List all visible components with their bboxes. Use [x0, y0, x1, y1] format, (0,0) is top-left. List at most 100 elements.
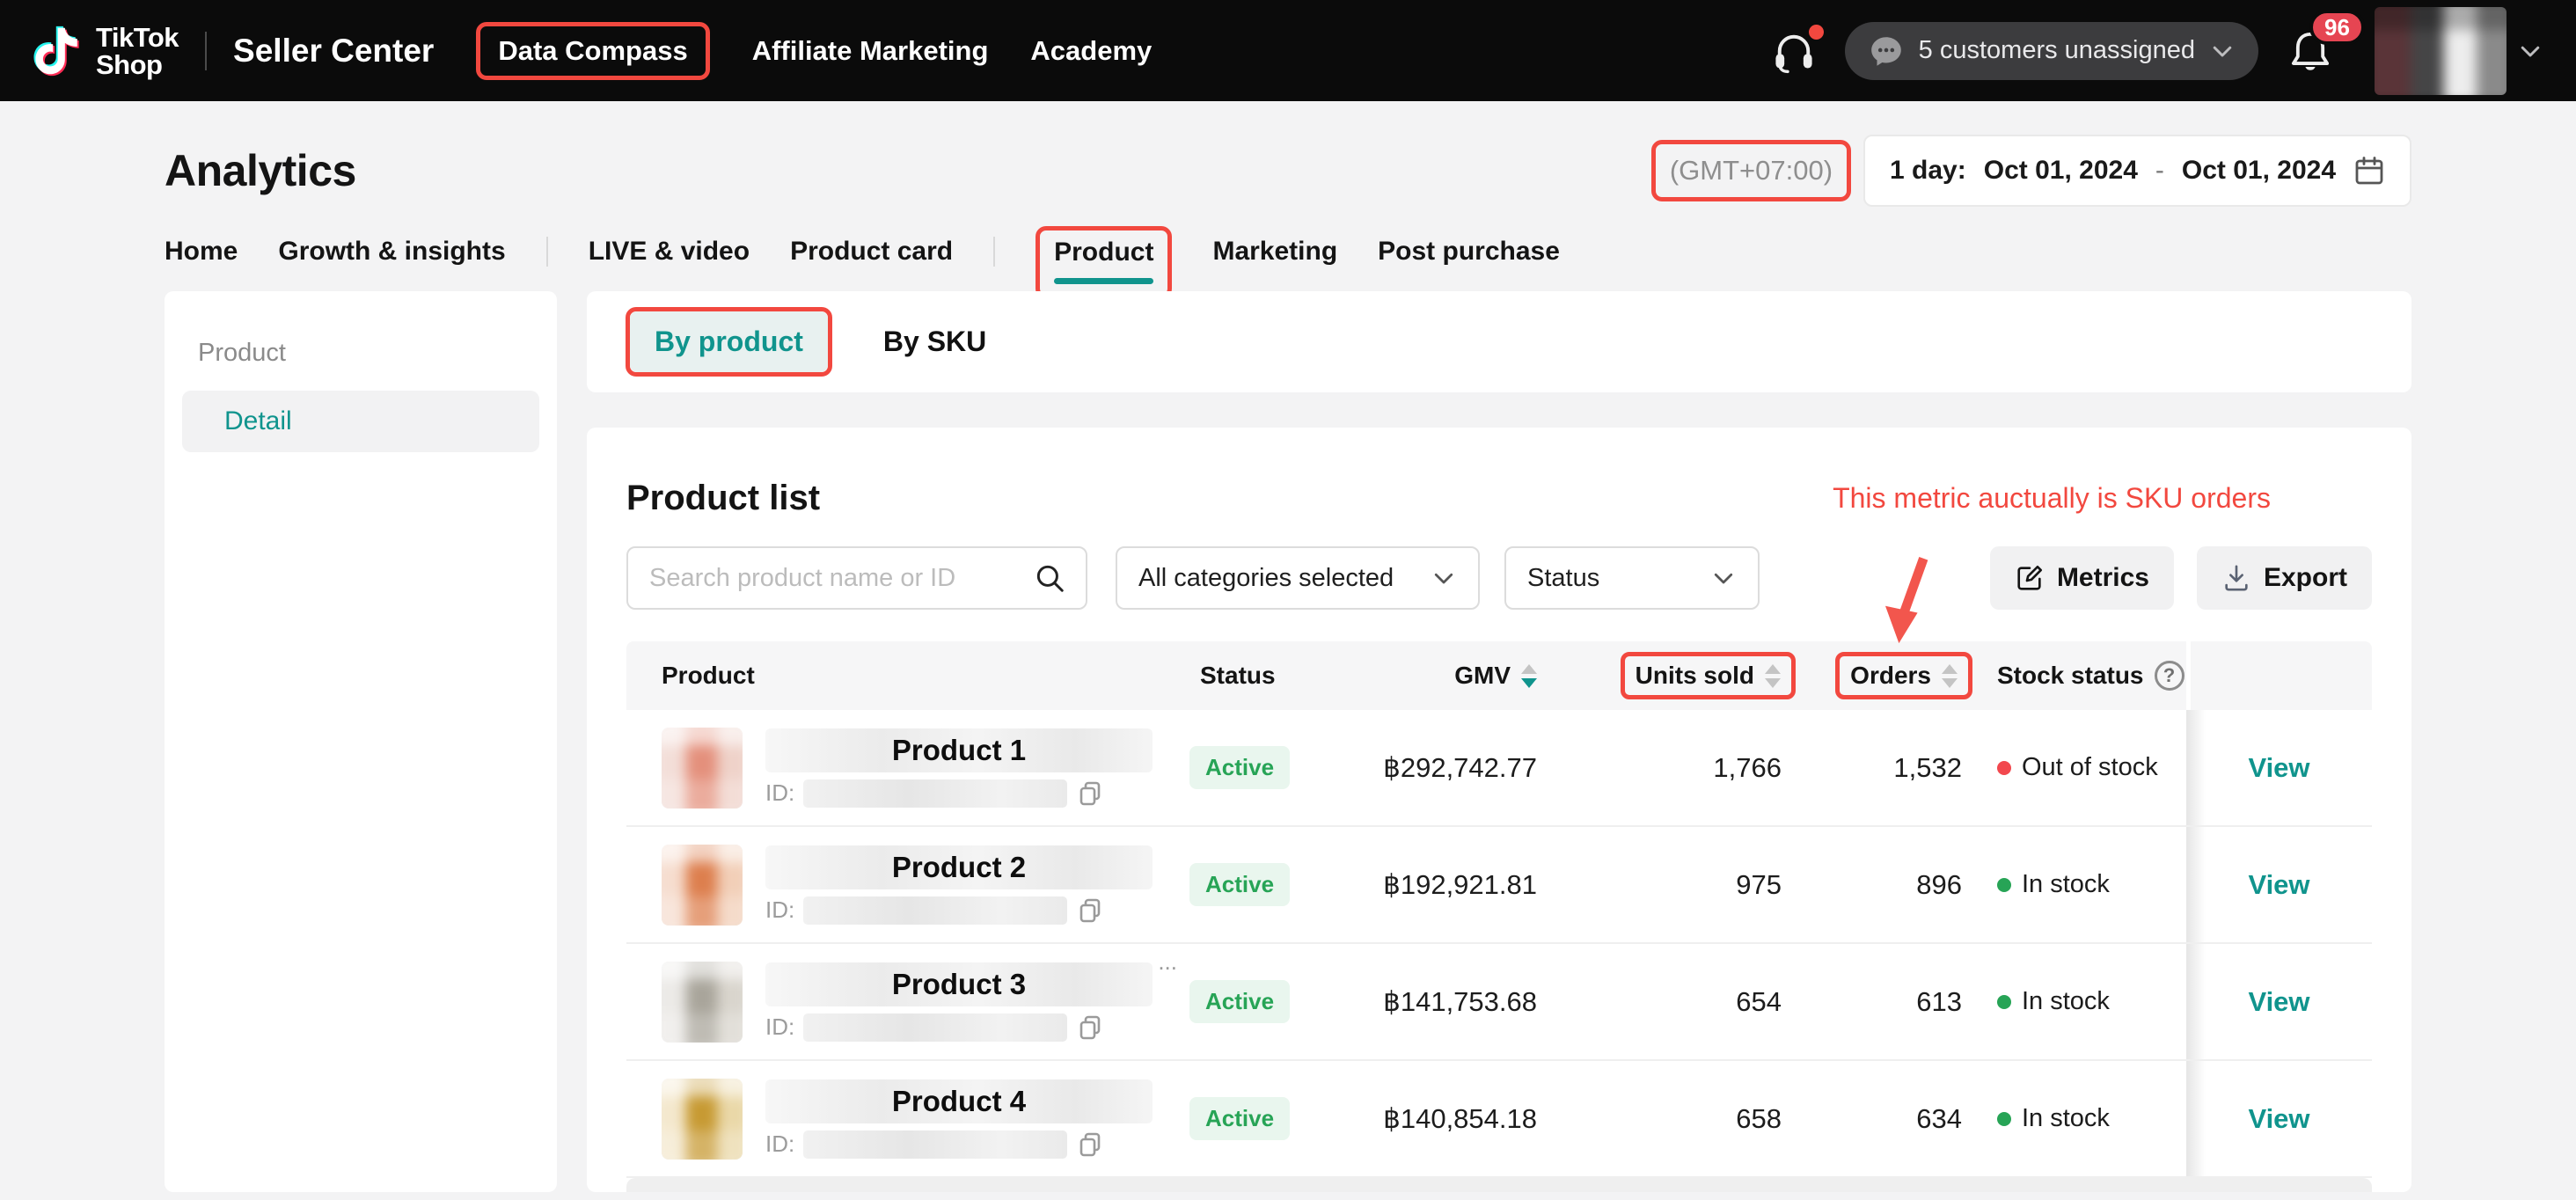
view-link[interactable]: View [2248, 868, 2310, 900]
chevron-down-icon [2517, 38, 2543, 64]
status-badge: Active [1189, 1097, 1291, 1140]
nav-item-academy[interactable]: Academy [1030, 34, 1153, 66]
product-name-blur: Product 1 [765, 728, 1153, 772]
tab-marketing[interactable]: Marketing [1212, 237, 1338, 266]
column-header-gmv[interactable]: GMV [1339, 662, 1537, 690]
account-menu[interactable] [2375, 6, 2543, 95]
search-icon[interactable] [1033, 561, 1066, 595]
page-title: Analytics [165, 146, 356, 195]
view-link[interactable]: View [2248, 1102, 2310, 1134]
product-list-header: Product list This metric auctually is SK… [626, 428, 2372, 518]
tab-annotation-box: Product [1036, 226, 1173, 299]
units-sold-value: 1,766 [1713, 751, 1782, 783]
tab-live-video[interactable]: LIVE & video [588, 237, 750, 266]
chevron-down-icon [2209, 38, 2236, 64]
by-product-annotation-box: By product [626, 307, 832, 377]
chat-bubble-icon [1868, 33, 1905, 70]
tab-home[interactable]: Home [165, 237, 238, 266]
units-sold-annotation-box: Units sold [1620, 652, 1796, 699]
stock-status-text: In stock [2022, 1104, 2110, 1132]
horizontal-scrollbar[interactable] [626, 1178, 2372, 1192]
table-row: Product 3 ... ID: Active ฿141,75 [626, 944, 2372, 1061]
logo-line1: TikTok [96, 21, 179, 53]
action-cell: View [2186, 710, 2372, 825]
status-cell: Active [1189, 980, 1339, 1023]
product-cell: Product 1 ID: [626, 727, 1189, 809]
tab-product-card[interactable]: Product card [790, 237, 954, 266]
date-range-label: 1 day: [1890, 156, 1966, 185]
notifications-bell[interactable]: 96 [2287, 9, 2365, 75]
help-question-icon[interactable]: ? [2154, 661, 2184, 691]
stock-dot [1997, 994, 2011, 1009]
metrics-button[interactable]: Metrics [1989, 546, 2174, 610]
export-button[interactable]: Export [2196, 546, 2372, 610]
tab-growth-insights[interactable]: Growth & insights [278, 237, 506, 266]
nav-item-data-compass[interactable]: Data Compass [498, 34, 688, 66]
orders-value: 634 [1916, 1102, 1962, 1134]
product-name-label: Product 3 [891, 967, 1027, 1000]
table-header-row: Product Status GMV Units sold [626, 641, 2372, 710]
stock-status-cell: In stock [1962, 870, 2186, 899]
table-row: Product 1 ID: Active ฿292,742.7 [626, 710, 2372, 827]
copy-id-icon[interactable] [1076, 896, 1104, 925]
nav-item-seller-center[interactable]: Seller Center [233, 32, 435, 69]
copy-id-icon[interactable] [1076, 1130, 1104, 1159]
status-cell: Active [1189, 1097, 1339, 1140]
table-row: Product 4 ID: Active ฿140,854.1 [626, 1061, 2372, 1178]
sidebar-section-label: Product [198, 339, 286, 367]
status-filter-select[interactable]: Status [1504, 546, 1760, 610]
stock-status-text: Out of stock [2022, 753, 2158, 781]
tiktok-shop-logo[interactable]: TikTok Shop [33, 23, 179, 79]
status-badge: Active [1189, 746, 1291, 789]
gmv-value: ฿192,921.81 [1383, 868, 1537, 900]
view-link[interactable]: View [2248, 751, 2310, 783]
copy-id-icon[interactable] [1076, 779, 1104, 808]
product-id-label: ID: [765, 779, 795, 806]
product-name-label: Product 1 [891, 733, 1027, 766]
category-filter-select[interactable]: All categories selected [1116, 546, 1480, 610]
date-start: Oct 01, 2024 [1983, 156, 2138, 185]
product-table: Product Status GMV Units sold [626, 641, 2372, 1192]
thumbnail-blur [662, 844, 743, 926]
sort-icon [1521, 663, 1537, 688]
annotation-note: This metric auctually is SKU orders [1833, 482, 2271, 514]
product-id-blur [803, 1013, 1068, 1042]
column-header-units-sold[interactable]: Units sold [1537, 652, 1796, 699]
tab-by-product[interactable]: By product [630, 311, 828, 372]
gmv-value: ฿141,753.68 [1383, 985, 1537, 1017]
view-link[interactable]: View [2248, 985, 2310, 1017]
chevron-down-icon [1710, 565, 1737, 591]
logo-line2: Shop [96, 48, 163, 80]
active-tab-underline [1054, 278, 1154, 284]
units-sold-value: 975 [1736, 868, 1782, 900]
status-badge: Active [1189, 863, 1291, 906]
column-header-actions [2186, 641, 2372, 710]
tab-by-sku[interactable]: By SKU [878, 325, 992, 359]
column-header-orders[interactable]: Orders [1782, 652, 1972, 699]
product-name-block: Product 1 ID: [765, 728, 1153, 808]
sidebar-item-detail[interactable]: Detail [182, 391, 539, 452]
export-button-label: Export [2263, 563, 2347, 592]
page-header-right: (GMT+07:00) 1 day: Oct 01, 2024 - Oct 01… [1650, 135, 2411, 207]
customers-unassigned-dropdown[interactable]: 5 customers unassigned [1844, 21, 2258, 80]
product-thumbnail [662, 1078, 743, 1160]
copy-id-icon[interactable] [1076, 1013, 1104, 1042]
tab-post-purchase[interactable]: Post purchase [1378, 237, 1560, 266]
product-list-card: Product list This metric auctually is SK… [587, 428, 2411, 1192]
product-id-label: ID: [765, 896, 795, 923]
nav-annotation-box: Data Compass [476, 21, 710, 80]
tab-product[interactable]: Product [1054, 238, 1154, 267]
orders-value: 613 [1916, 985, 1962, 1017]
notification-dot [1808, 24, 1824, 40]
date-range-picker[interactable]: 1 day: Oct 01, 2024 - Oct 01, 2024 [1863, 135, 2411, 207]
search-input[interactable] [648, 562, 1033, 594]
units-sold-label: Units sold [1635, 662, 1754, 689]
logo-divider [205, 31, 208, 70]
thumbnail-blur [662, 727, 743, 809]
product-id-label: ID: [765, 1130, 795, 1157]
nav-item-affiliate-marketing[interactable]: Affiliate Marketing [751, 34, 989, 66]
product-id-line: ID: [765, 896, 1153, 925]
action-cell: View [2186, 944, 2372, 1059]
date-end: Oct 01, 2024 [2181, 156, 2336, 185]
support-headset-icon[interactable] [1771, 24, 1824, 74]
